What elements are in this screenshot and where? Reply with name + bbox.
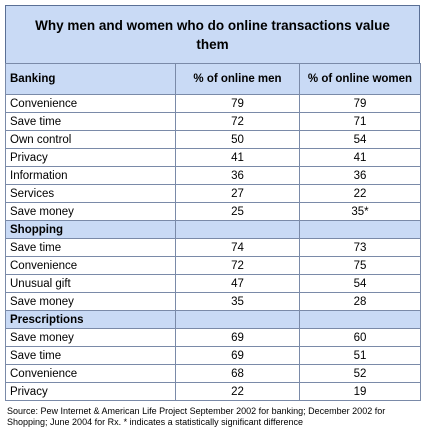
table-row: Privacy 22 19: [5, 382, 421, 401]
row-label: Save money: [5, 328, 176, 347]
value-men: 41: [175, 148, 300, 167]
table-row: Privacy 41 41: [5, 148, 421, 167]
table-row: Information 36 36: [5, 166, 421, 185]
section-label: Banking: [5, 63, 176, 95]
table-title: Why men and women who do online transact…: [5, 5, 420, 63]
row-label: Save money: [5, 292, 176, 311]
table-row: Unusual gift 47 54: [5, 274, 421, 293]
table-container: Why men and women who do online transact…: [5, 5, 421, 428]
value-men: 22: [175, 382, 300, 401]
value-men: 69: [175, 346, 300, 365]
value-women: 19: [299, 382, 421, 401]
value-men: 74: [175, 238, 300, 257]
data-table: Banking% of online men% of online women C…: [5, 63, 421, 401]
value-women: 35*: [299, 202, 421, 221]
section-row: Shopping: [5, 220, 421, 239]
value-women: 79: [299, 94, 421, 113]
row-label: Save time: [5, 238, 176, 257]
value-men: 72: [175, 112, 300, 131]
table-row: Convenience 72 75: [5, 256, 421, 275]
value-men: 25: [175, 202, 300, 221]
row-label: Save money: [5, 202, 176, 221]
table-row: Convenience 79 79: [5, 94, 421, 113]
section-filler: [175, 220, 300, 239]
value-women: 41: [299, 148, 421, 167]
table-row: Save money 69 60: [5, 328, 421, 347]
table-row: Own control 50 54: [5, 130, 421, 149]
table-row: Services 27 22: [5, 184, 421, 203]
row-label: Services: [5, 184, 176, 203]
column-header-men: % of online men: [175, 63, 300, 95]
value-women: 52: [299, 364, 421, 383]
row-label: Convenience: [5, 256, 176, 275]
section-label: Shopping: [5, 220, 176, 239]
section-filler: [175, 310, 300, 329]
value-women: 54: [299, 130, 421, 149]
value-women: 28: [299, 292, 421, 311]
value-men: 50: [175, 130, 300, 149]
row-label: Convenience: [5, 94, 176, 113]
row-label: Privacy: [5, 148, 176, 167]
section-filler: [299, 310, 421, 329]
value-men: 72: [175, 256, 300, 275]
row-label: Privacy: [5, 382, 176, 401]
value-men: 27: [175, 184, 300, 203]
section-row: Prescriptions: [5, 310, 421, 329]
column-header-women: % of online women: [299, 63, 421, 95]
table-row: Save money 25 35*: [5, 202, 421, 221]
table-row: Save time 74 73: [5, 238, 421, 257]
value-women: 75: [299, 256, 421, 275]
header-row: Banking% of online men% of online women: [5, 63, 421, 95]
table-row: Save money 35 28: [5, 292, 421, 311]
source-note: Source: Pew Internet & American Life Pro…: [7, 406, 386, 427]
row-label: Save time: [5, 346, 176, 365]
section-label: Prescriptions: [5, 310, 176, 329]
row-label: Information: [5, 166, 176, 185]
value-men: 69: [175, 328, 300, 347]
row-label: Unusual gift: [5, 274, 176, 293]
table-row: Save time 69 51: [5, 346, 421, 365]
value-women: 73: [299, 238, 421, 257]
row-label: Own control: [5, 130, 176, 149]
row-label: Save time: [5, 112, 176, 131]
value-men: 68: [175, 364, 300, 383]
value-men: 47: [175, 274, 300, 293]
value-women: 54: [299, 274, 421, 293]
value-women: 60: [299, 328, 421, 347]
table-row: Convenience 68 52: [5, 364, 421, 383]
value-men: 36: [175, 166, 300, 185]
section-filler: [299, 220, 421, 239]
value-men: 35: [175, 292, 300, 311]
value-women: 71: [299, 112, 421, 131]
table-row: Save time 72 71: [5, 112, 421, 131]
value-men: 79: [175, 94, 300, 113]
row-label: Convenience: [5, 364, 176, 383]
value-women: 51: [299, 346, 421, 365]
table-body: Banking% of online men% of online women C…: [5, 63, 421, 401]
value-women: 22: [299, 184, 421, 203]
value-women: 36: [299, 166, 421, 185]
